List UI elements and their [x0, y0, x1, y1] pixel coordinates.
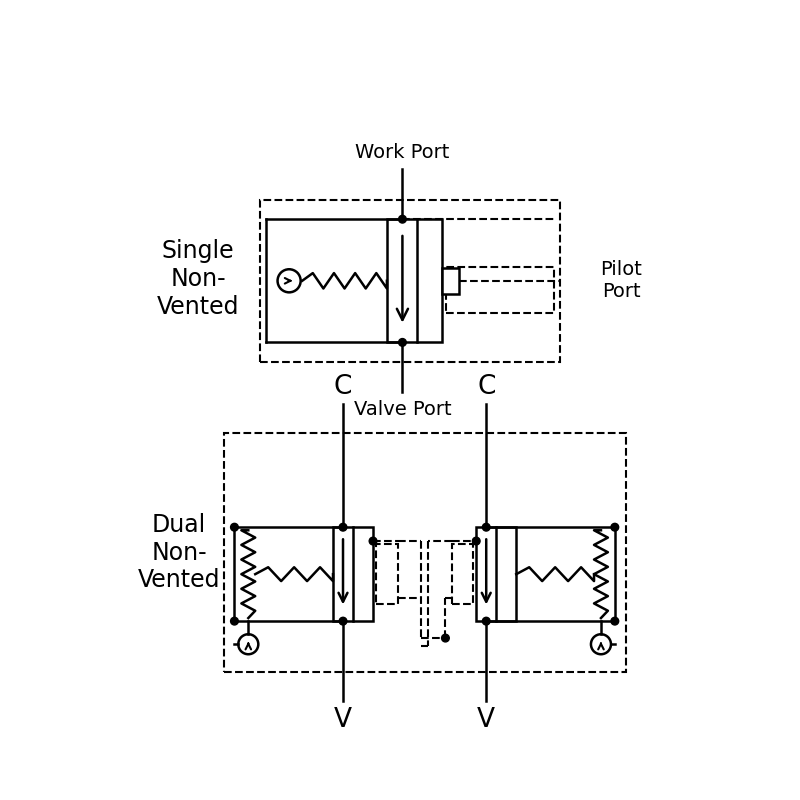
Text: Single
Non-
Vented: Single Non- Vented: [157, 239, 239, 319]
Text: Dual
Non-
Vented: Dual Non- Vented: [138, 513, 220, 593]
Text: C: C: [334, 374, 352, 400]
Bar: [333, 527, 373, 621]
Circle shape: [611, 618, 618, 625]
Circle shape: [398, 215, 406, 223]
Circle shape: [482, 618, 490, 625]
Circle shape: [611, 523, 618, 531]
Circle shape: [339, 618, 347, 625]
Circle shape: [339, 523, 347, 531]
Text: Work Port: Work Port: [355, 142, 450, 162]
Bar: [387, 219, 442, 342]
Text: Pilot
Port: Pilot Port: [600, 260, 642, 302]
Circle shape: [398, 338, 406, 346]
Bar: [376, 544, 398, 604]
Bar: [442, 268, 459, 294]
Bar: [260, 200, 560, 362]
Circle shape: [230, 523, 238, 531]
Bar: [451, 544, 473, 604]
Circle shape: [482, 523, 490, 531]
Text: C: C: [477, 374, 495, 400]
Circle shape: [442, 634, 450, 642]
Bar: [476, 527, 516, 621]
Circle shape: [230, 618, 238, 625]
Circle shape: [472, 538, 480, 545]
Circle shape: [369, 538, 377, 545]
Text: V: V: [478, 706, 495, 733]
Bar: [446, 267, 554, 313]
Text: Valve Port: Valve Port: [354, 400, 451, 419]
Bar: [224, 434, 626, 672]
Text: V: V: [334, 706, 352, 733]
